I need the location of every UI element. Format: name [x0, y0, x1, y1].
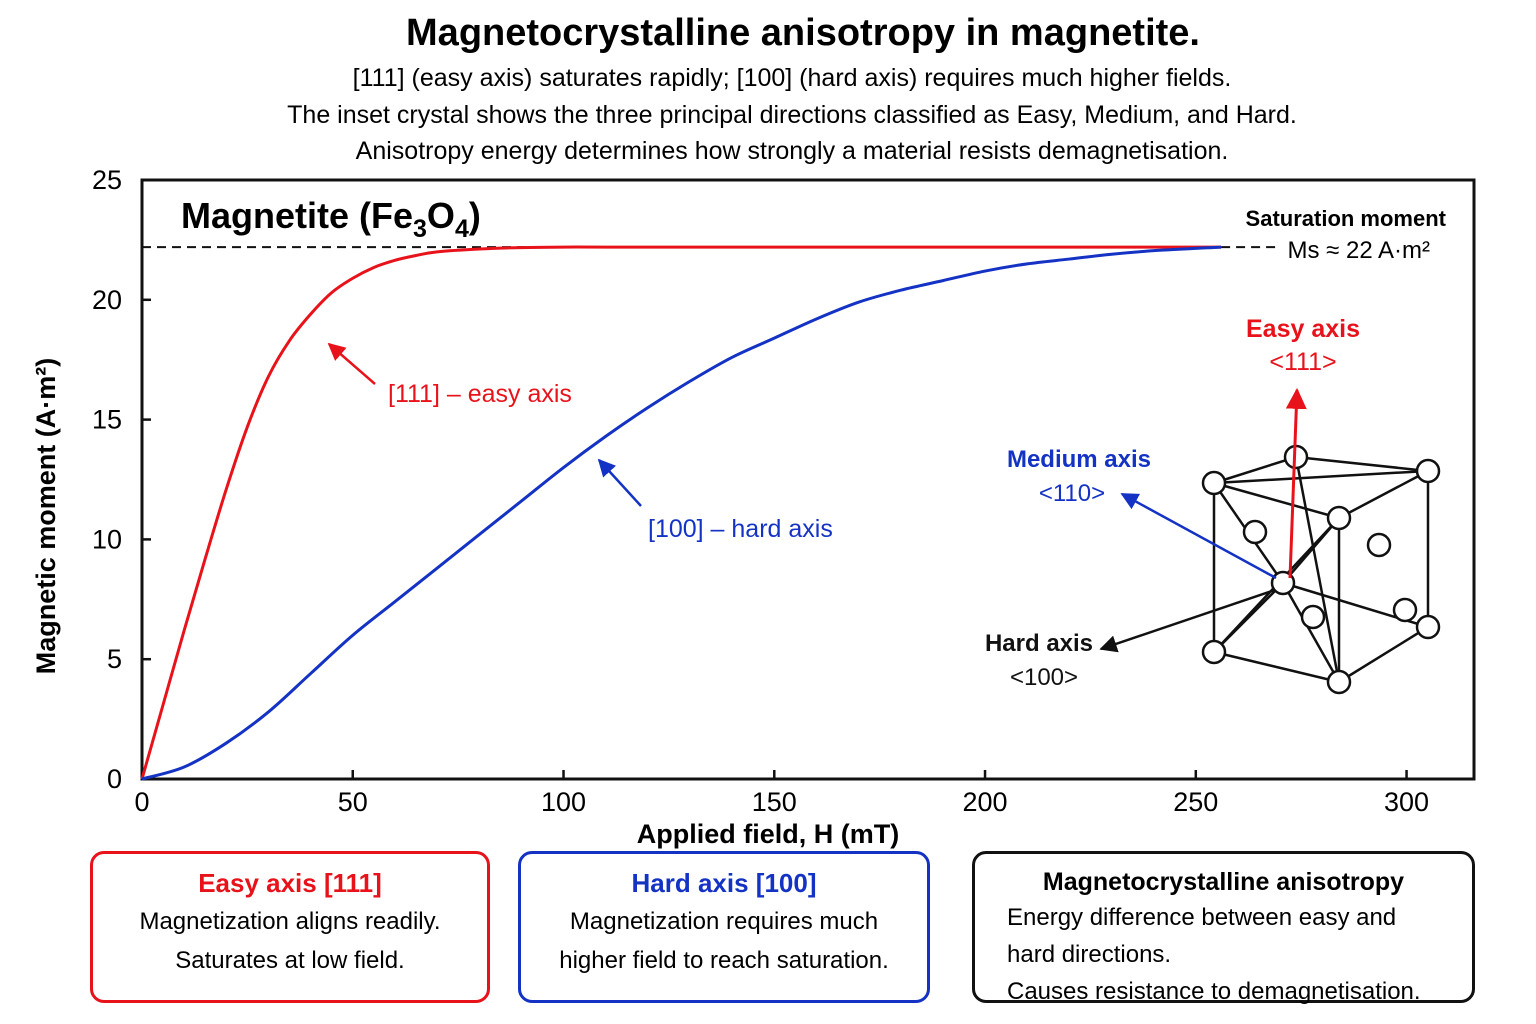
x-tick-label: 300 [1384, 787, 1429, 817]
medium-axis-direction: <110> [1039, 480, 1105, 507]
x-tick-label: 0 [134, 787, 149, 817]
axis-ticks: 0 50 100 150 200 250 300 0 5 10 15 20 25 [92, 165, 1429, 817]
crystal-inset [1209, 455, 1433, 684]
chart-title: Magnetocrystalline anisotropy in magneti… [406, 12, 1200, 54]
magnetization-chart: 0 50 100 150 200 250 300 0 5 10 15 20 25 Magnetic mo… [31, 165, 1476, 849]
crystal-atoms [1201, 444, 1441, 695]
easy-axis-arrow [1285, 387, 1307, 579]
easy-curve-label: [111] – easy axis [388, 380, 572, 408]
anisotropy-info-box: Magnetocrystalline anisotropy Energy dif… [972, 851, 1475, 1005]
hard-curve-label: [100] – hard axis [648, 515, 833, 543]
easy-box-line-1: Magnetization aligns readily. [139, 908, 441, 935]
hard-curve-arrow [597, 458, 642, 507]
aniso-box-line-3: Causes resistance to demagnetisation. [1007, 978, 1421, 1005]
y-tick-label: 10 [92, 524, 122, 554]
hard-axis-label: Hard axis [985, 630, 1093, 657]
x-axis-title: Applied field, H (mT) [637, 819, 900, 849]
easy-axis-label: Easy axis [1246, 315, 1360, 343]
x-tick-label: 200 [963, 787, 1008, 817]
y-tick-label: 0 [107, 764, 122, 794]
hard-box-title: Hard axis [100] [631, 868, 817, 898]
x-tick-label: 100 [541, 787, 586, 817]
saturation-value-label: Ms ≈ 22 A·m² [1287, 237, 1430, 264]
y-tick-label: 5 [107, 644, 122, 674]
hard-axis-direction: <100> [1010, 664, 1078, 691]
inner-title: Magnetite (Fe3O4) [181, 195, 481, 243]
easy-axis-direction: <111> [1269, 348, 1336, 376]
subtitle-line-1: [111] (easy axis) saturates rapidly; [10… [352, 64, 1232, 92]
hard-axis-arrow [1099, 588, 1276, 653]
y-tick-label: 20 [92, 285, 122, 315]
medium-axis-arrow [1120, 492, 1277, 580]
medium-axis-label: Medium axis [1007, 446, 1151, 473]
easy-box-title: Easy axis [111] [198, 868, 382, 898]
hard-axis-curve [141, 245, 1222, 781]
x-tick-label: 150 [752, 787, 797, 817]
plot-frame [140, 178, 1476, 781]
subtitle-line-2: The inset crystal shows the three princi… [287, 101, 1297, 129]
aniso-box-line-1: Energy difference between easy and [1007, 904, 1397, 931]
hard-box-line-2: higher field to reach saturation. [559, 947, 889, 974]
easy-curve-arrow [327, 342, 376, 385]
hard-axis-info-box: Hard axis [100] Magnetization requires m… [518, 851, 930, 1003]
x-tick-label: 50 [338, 787, 368, 817]
y-axis-title: Magnetic moment (A·m²) [31, 358, 61, 675]
aniso-box-title: Magnetocrystalline anisotropy [1042, 868, 1405, 896]
hard-box-line-1: Magnetization requires much [569, 908, 879, 935]
easy-axis-info-box: Easy axis [111] Magnetization aligns rea… [90, 851, 490, 1003]
saturation-label: Saturation moment [1246, 206, 1447, 231]
aniso-box-line-2: hard directions. [1007, 941, 1172, 968]
y-tick-label: 15 [92, 405, 122, 435]
easy-axis-curve [140, 245, 1222, 780]
x-tick-label: 250 [1173, 787, 1218, 817]
subtitle-line-3: Anisotropy energy determines how strongl… [355, 137, 1229, 165]
easy-box-line-2: Saturates at low field. [175, 947, 405, 974]
y-tick-label: 25 [92, 165, 122, 195]
